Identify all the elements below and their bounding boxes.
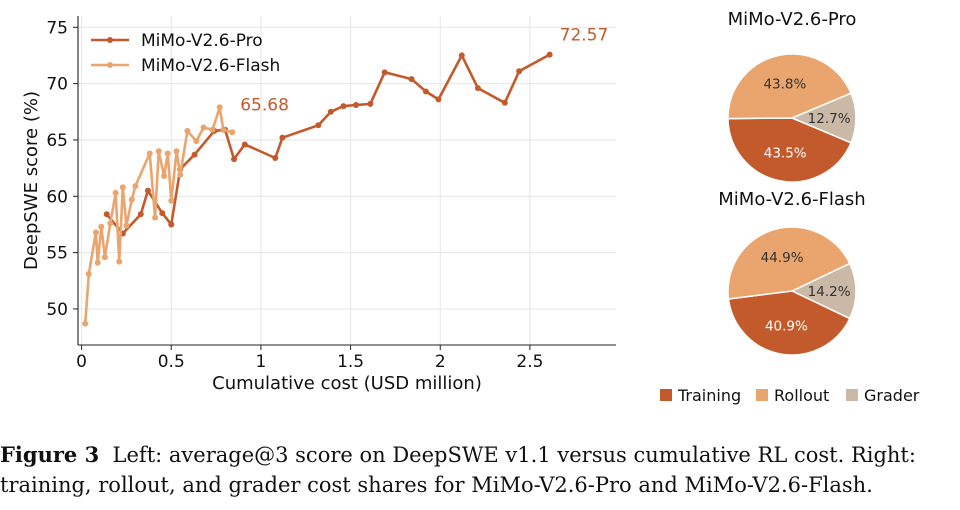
y-tick-label: 55 — [46, 244, 68, 264]
data-point-pro — [546, 51, 553, 58]
y-tick-label: 70 — [46, 75, 68, 95]
data-point-pro — [408, 76, 415, 83]
pie-slice-training — [727, 290, 851, 356]
pie-slice-label: 40.9% — [765, 319, 808, 335]
caption-label: Figure 3 — [0, 442, 100, 467]
pie-legend-swatch — [846, 389, 858, 401]
pie-slice-label: 43.8% — [763, 77, 806, 93]
data-point-pro — [435, 96, 442, 103]
data-point-flash — [107, 220, 114, 227]
data-point-flash — [132, 183, 139, 190]
data-point-flash — [200, 124, 207, 131]
data-point-flash — [173, 148, 180, 155]
x-tick-label: 0 — [76, 352, 87, 372]
data-point-pro — [241, 141, 248, 148]
data-point-pro — [315, 122, 322, 129]
data-point-pro — [422, 88, 429, 95]
y-axis-label: DeepSWE score (%) — [21, 91, 42, 270]
data-point-pro — [103, 211, 110, 218]
data-point-flash — [155, 148, 162, 155]
x-tick-label: 0.5 — [158, 352, 185, 372]
pie-slice-label: 12.7% — [808, 111, 851, 127]
series-line-pro — [105, 53, 551, 235]
x-tick-label: 1.5 — [337, 352, 364, 372]
data-point-flash — [82, 320, 89, 327]
data-point-flash — [193, 138, 200, 145]
data-point-flash — [161, 172, 168, 179]
pie-legend-label: Rollout — [774, 386, 829, 405]
data-point-pro — [340, 103, 347, 110]
data-point-pro — [137, 211, 144, 218]
data-point-flash — [85, 271, 92, 278]
pie-title: MiMo-V2.6-Pro — [728, 9, 857, 30]
data-point-pro — [352, 102, 359, 109]
data-point-flash — [184, 127, 191, 134]
data-point-flash — [164, 150, 171, 157]
data-point-flash — [216, 104, 223, 111]
data-point-flash — [123, 222, 130, 229]
y-tick-label: 50 — [46, 300, 68, 320]
data-point-flash — [94, 259, 101, 266]
pie-legend-swatch — [660, 389, 672, 401]
data-point-flash — [101, 254, 108, 261]
data-point-pro — [168, 221, 175, 228]
pie-slice-rollout — [727, 226, 851, 300]
data-point-flash — [119, 184, 126, 191]
caption-text: Left: average@3 score on DeepSWE v1.1 ve… — [0, 443, 916, 497]
data-point-flash — [220, 126, 227, 133]
series-line-flash — [83, 106, 233, 324]
pie-slice-grader — [790, 262, 857, 320]
data-point-pro — [327, 108, 334, 115]
data-point-pro — [501, 99, 508, 106]
data-point-flash — [112, 189, 119, 196]
data-point-flash — [98, 223, 105, 230]
data-point-flash — [128, 196, 135, 203]
legend-label: MiMo-V2.6-Flash — [141, 56, 280, 76]
y-tick-label: 60 — [46, 187, 68, 207]
x-tick-label: 2 — [435, 352, 446, 372]
data-point-flash — [209, 126, 216, 133]
data-point-flash — [92, 229, 99, 236]
pie-title: MiMo-V2.6-Flash — [718, 189, 865, 210]
legend-swatch-marker — [107, 37, 113, 43]
data-point-pro — [231, 156, 238, 163]
data-point-pro — [474, 85, 481, 92]
data-point-pro — [272, 154, 279, 161]
x-axis-label: Cumulative cost (USD million) — [212, 373, 482, 394]
data-point-pro — [159, 210, 166, 217]
data-point-flash — [177, 171, 184, 178]
data-point-flash — [229, 129, 236, 136]
data-point-pro — [367, 100, 374, 107]
y-tick-label: 75 — [46, 18, 68, 38]
data-point-pro — [279, 134, 286, 141]
figure-caption: Figure 3 Left: average@3 score on DeepSW… — [0, 440, 955, 500]
pie-legend-label: Training — [677, 386, 741, 405]
pie-slice-rollout — [727, 53, 852, 120]
pie-slice-label: 44.9% — [761, 250, 804, 266]
x-tick-label: 2.5 — [516, 352, 543, 372]
pie-slice-training — [727, 117, 852, 183]
y-tick-label: 65 — [46, 131, 68, 151]
data-point-pro — [144, 187, 151, 194]
data-point-flash — [146, 150, 153, 157]
end-value-label-pro: 72.57 — [560, 26, 609, 46]
end-value-label-flash: 65.68 — [240, 95, 289, 115]
data-point-pro — [381, 69, 388, 76]
pie-legend-label: Grader — [864, 386, 920, 405]
legend-label: MiMo-V2.6-Pro — [141, 31, 263, 51]
data-point-pro — [191, 151, 198, 158]
x-tick-label: 1 — [256, 352, 267, 372]
data-point-pro — [516, 68, 523, 75]
data-point-flash — [152, 214, 159, 221]
pie-slice-label: 14.2% — [808, 284, 851, 300]
data-point-pro — [458, 52, 465, 59]
figure: 0 0.5 1 1.5 2 2.5 50 55 60 65 70 75 Cumulative cost … — [21, 9, 920, 405]
data-point-flash — [168, 197, 175, 204]
legend-swatch-marker — [107, 62, 113, 68]
pie-slice-label: 43.5% — [764, 146, 807, 162]
pie-legend-swatch — [756, 389, 768, 401]
data-point-flash — [116, 258, 123, 265]
